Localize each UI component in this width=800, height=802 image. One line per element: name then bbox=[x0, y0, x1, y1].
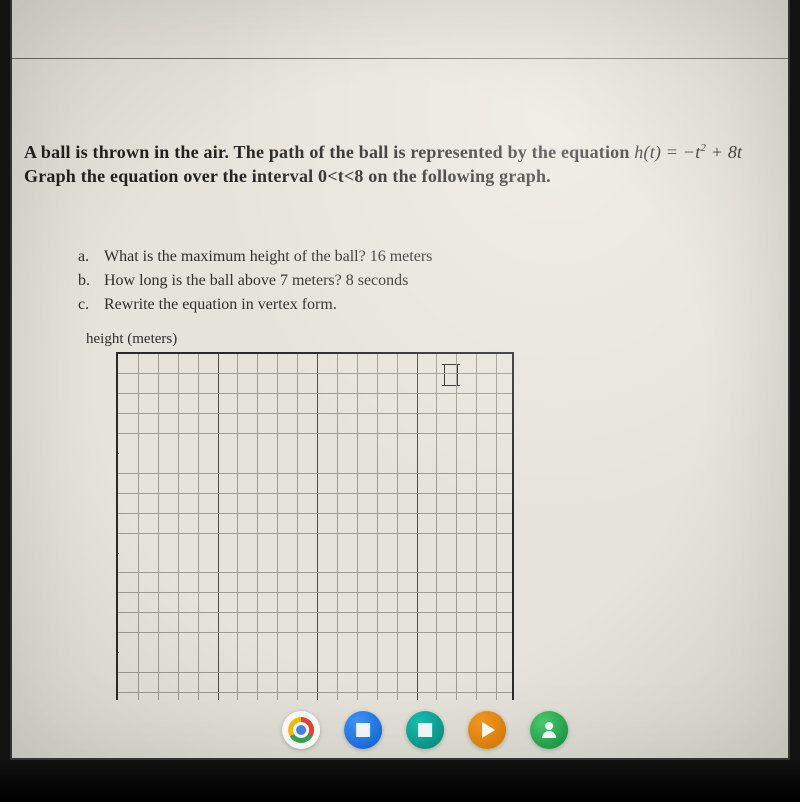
horizontal-rule bbox=[12, 58, 788, 59]
grid-hline bbox=[118, 572, 512, 573]
grid-vline bbox=[436, 354, 437, 700]
grid-vline bbox=[317, 354, 318, 700]
grid-hline bbox=[118, 433, 512, 434]
question-b: b. How long is the ball above 7 meters? … bbox=[78, 269, 788, 293]
grid-hline bbox=[118, 473, 512, 474]
grid-vline bbox=[456, 354, 457, 700]
question-key: c. bbox=[78, 293, 104, 317]
page-body: A ball is thrown in the air. The path of… bbox=[24, 140, 788, 700]
grid-vline bbox=[397, 354, 398, 700]
grid-vline bbox=[237, 354, 238, 700]
play-media-glyph bbox=[482, 722, 495, 738]
grid-vline bbox=[377, 354, 378, 700]
equation: h(t) = −t2 + 8t bbox=[634, 142, 742, 162]
dock-contacts-icon[interactable] bbox=[530, 711, 568, 749]
grid-hline bbox=[118, 553, 119, 554]
question-a: a. What is the maximum height of the bal… bbox=[78, 245, 788, 269]
question-b-prompt: How long is the ball above 7 meters? bbox=[104, 272, 346, 289]
question-c: c. Rewrite the equation in vertex form. bbox=[78, 293, 788, 317]
contacts-glyph bbox=[541, 722, 557, 738]
grid-hline bbox=[118, 413, 512, 414]
grid-vline bbox=[297, 354, 298, 700]
question-text: How long is the ball above 7 meters? 8 s… bbox=[104, 269, 408, 293]
grid-hline bbox=[118, 692, 512, 693]
grid-hline bbox=[118, 592, 512, 593]
grid-hline bbox=[118, 493, 512, 494]
laptop-bezel bbox=[0, 760, 800, 802]
grid-vline bbox=[257, 354, 258, 700]
equation-term2: + 8t bbox=[706, 142, 742, 162]
dock-app-blue-tile-icon[interactable] bbox=[344, 711, 382, 749]
grid-hline bbox=[118, 513, 512, 514]
question-key: b. bbox=[78, 269, 104, 293]
question-text: Rewrite the equation in vertex form. bbox=[104, 293, 337, 317]
grid-hline bbox=[118, 652, 119, 653]
grid-vline bbox=[158, 354, 159, 700]
grid-vline bbox=[476, 354, 477, 700]
grid-hline bbox=[118, 632, 512, 633]
grid-vline bbox=[218, 354, 219, 700]
equation-lhs: h(t) = bbox=[634, 142, 683, 162]
grid-vline bbox=[178, 354, 179, 700]
grid-hline bbox=[118, 533, 512, 534]
grid-vline bbox=[417, 354, 418, 700]
document-viewport: A ball is thrown in the air. The path of… bbox=[10, 0, 790, 760]
grid-vline bbox=[138, 354, 139, 700]
dock-app-teal-tile-icon[interactable] bbox=[406, 711, 444, 749]
grid-hline bbox=[118, 453, 119, 454]
problem-intro-text: A ball is thrown in the air. The path of… bbox=[24, 142, 634, 162]
app-blue-tile-glyph bbox=[356, 723, 370, 737]
equation-term1: −t bbox=[683, 142, 701, 162]
grid-hline bbox=[118, 393, 512, 394]
question-key: a. bbox=[78, 245, 104, 269]
question-a-prompt: What is the maximum height of the ball? bbox=[104, 248, 370, 265]
dock bbox=[268, 704, 582, 756]
y-axis-label: height (meters) bbox=[86, 331, 788, 348]
app-teal-tile-glyph bbox=[418, 723, 432, 737]
problem-instruction: Graph the equation over the interval 0<t… bbox=[24, 164, 788, 188]
grid-vline bbox=[496, 354, 497, 700]
question-list: a. What is the maximum height of the bal… bbox=[78, 245, 788, 317]
grid-hline bbox=[118, 612, 512, 613]
question-a-answer: 16 meters bbox=[370, 248, 433, 265]
dock-chrome-icon[interactable] bbox=[282, 711, 320, 749]
question-text: What is the maximum height of the ball? … bbox=[104, 245, 432, 269]
question-b-answer: 8 seconds bbox=[346, 272, 409, 289]
grid-hline bbox=[118, 672, 512, 673]
grid-vline bbox=[357, 354, 358, 700]
dock-play-media-icon[interactable] bbox=[468, 711, 506, 749]
graph-grid[interactable] bbox=[116, 352, 514, 700]
chrome-glyph bbox=[288, 717, 314, 743]
grid-vline bbox=[277, 354, 278, 700]
grid-vline bbox=[198, 354, 199, 700]
grid-vline bbox=[337, 354, 338, 700]
problem-statement: A ball is thrown in the air. The path of… bbox=[24, 140, 788, 164]
grid-hline bbox=[118, 373, 512, 374]
